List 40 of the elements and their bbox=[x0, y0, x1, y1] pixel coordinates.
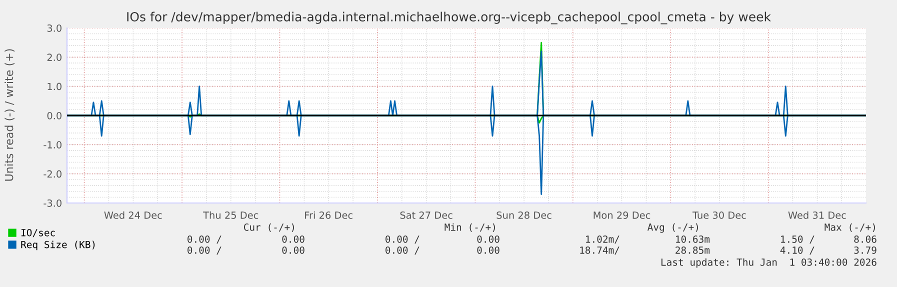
legend-label: Req Size (KB) bbox=[21, 240, 95, 250]
x-tick-label: Wed 24 Dec bbox=[104, 211, 162, 219]
text: 0.00 / bbox=[386, 246, 420, 255]
x-tick-label: Sat 27 Dec bbox=[400, 212, 452, 219]
y-tick-label: 1.0 bbox=[48, 82, 62, 90]
y-tick-label: -2.0 bbox=[44, 170, 62, 178]
x-tick-label: Mon 29 Dec bbox=[594, 212, 650, 219]
x-tick-label: Sun 28 Dec bbox=[496, 212, 552, 219]
text: 0.00 bbox=[282, 235, 304, 243]
chart-title: IOs for /dev/mapper/bmedia-agda.internal.michaelhowe.org--vicepb_cachepool_cpool_cmeta - by week bbox=[127, 12, 771, 24]
text: 18.74m/ bbox=[580, 246, 620, 255]
text: 1.50 / bbox=[781, 235, 814, 244]
text: 10.63m bbox=[676, 235, 710, 243]
text: Avg (-/+) bbox=[648, 223, 698, 233]
text: 0.00 bbox=[282, 246, 304, 254]
text: 3.79 bbox=[854, 246, 876, 254]
text: 0.00 / bbox=[188, 246, 222, 255]
y-tick-label: -1.0 bbox=[44, 141, 62, 148]
x-tick-label: Fri 26 Dec bbox=[305, 211, 352, 219]
x-tick-label: Thu 25 Dec bbox=[203, 211, 258, 219]
x-tick-label: Tue 30 Dec bbox=[692, 212, 746, 219]
text: 1.02m/ bbox=[586, 235, 620, 244]
text: Cur (-/+) bbox=[244, 223, 294, 232]
text: 28.85m bbox=[676, 246, 710, 254]
text: 0.00 / bbox=[386, 235, 420, 244]
text: 4.10 / bbox=[780, 246, 814, 255]
x-tick-label: Wed 31 Dec bbox=[788, 211, 846, 219]
y-tick-label: 3.0 bbox=[47, 24, 62, 32]
text: Last update: Thu Jan 1 03:40:00 2026 bbox=[661, 258, 876, 268]
text: 0.00 bbox=[477, 246, 500, 254]
legend-label: IO/sec bbox=[21, 228, 55, 238]
y-tick-label: 0.0 bbox=[47, 112, 62, 120]
text: 0.00 / bbox=[188, 235, 222, 244]
y-tick-label: -3.0 bbox=[44, 199, 62, 207]
text: Min (-/+) bbox=[444, 223, 495, 232]
y-axis-title: Units read (-) / write (+) bbox=[4, 49, 15, 181]
text: 0.00 bbox=[477, 235, 500, 243]
text: Max (-/+) bbox=[824, 223, 875, 232]
y-tick-label: 2.0 bbox=[47, 54, 62, 61]
text: 8.06 bbox=[854, 235, 876, 243]
